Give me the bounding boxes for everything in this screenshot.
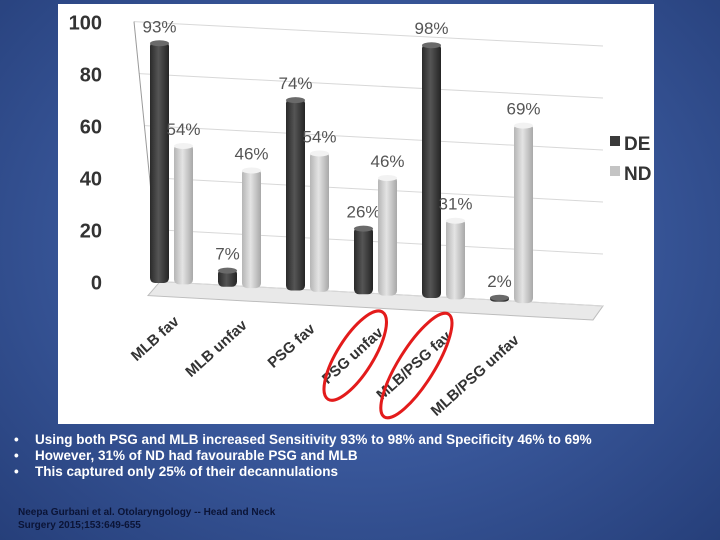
bar-nd: [446, 218, 465, 300]
citation-line: Surgery 2015;153:649-655: [18, 520, 141, 531]
highlight-circle: [379, 311, 454, 420]
bar-cap: [286, 97, 305, 104]
bullet-item: • Using both PSG and MLB increased Sensit…: [14, 432, 704, 448]
y-tick-label: 20: [80, 221, 102, 243]
bar-de: [150, 41, 169, 284]
data-label: 46%: [370, 152, 404, 171]
bar-nd: [514, 123, 533, 304]
bar-cap: [150, 40, 169, 47]
y-tick-label: 100: [69, 13, 102, 35]
bar-cap: [378, 175, 397, 181]
bar-cap: [242, 167, 261, 174]
data-label: 54%: [166, 120, 200, 139]
data-label: 54%: [302, 127, 336, 146]
data-label: 31%: [438, 195, 472, 214]
data-label: 46%: [234, 145, 268, 164]
y-tick-label: 80: [80, 65, 102, 87]
bar-cap: [514, 122, 533, 129]
gridline: [133, 21, 604, 47]
y-tick-label: 0: [91, 273, 102, 295]
bar-nd: [378, 176, 397, 296]
chart-floor: [146, 281, 604, 321]
bar-cap: [310, 150, 329, 157]
legend-swatch-de: [610, 136, 620, 146]
data-label: 7%: [215, 245, 240, 264]
bar-nd: [310, 151, 329, 292]
data-label: 2%: [487, 272, 512, 291]
bar-cap: [422, 42, 441, 49]
gridline: [144, 125, 604, 151]
bullet-dot: •: [14, 432, 19, 447]
bar-nd: [242, 168, 261, 289]
bar-nd: [174, 143, 193, 285]
data-label: 26%: [346, 203, 380, 222]
highlight-circle: [322, 309, 388, 402]
data-label: 69%: [506, 100, 540, 119]
bar-cap: [446, 217, 465, 224]
bar-cap: [218, 267, 237, 274]
bullet-dot: •: [14, 448, 19, 463]
bullet-text: This captured only 25% of their decannul…: [35, 464, 339, 479]
gridline: [139, 73, 604, 99]
data-label: 74%: [278, 74, 312, 93]
data-label: 93%: [142, 17, 176, 36]
bar-de: [422, 43, 441, 299]
bar-de: [354, 226, 373, 295]
x-category-label: PSG fav: [265, 320, 320, 372]
x-category-label: MLB fav: [128, 313, 183, 365]
legend-label: ND: [624, 164, 651, 185]
bar-cap: [174, 142, 193, 149]
bullet-text: Using both PSG and MLB increased Sensiti…: [35, 432, 592, 447]
legend-swatch-nd: [610, 166, 620, 176]
bullet-item: • However, 31% of ND had favourable PSG a…: [14, 448, 704, 464]
bullet-dot: •: [14, 464, 19, 479]
bullet-list: • Using both PSG and MLB increased Sensit…: [14, 432, 704, 480]
bar-cap: [354, 225, 373, 232]
y-tick-label: 40: [80, 169, 102, 191]
citation: Neepa Gurbani et al. Otolaryngology -- H…: [18, 506, 318, 532]
bar-chart: 100 80 60 40 20 0 93% 54% 7% 46% 74% 54% 26% 46% 98% 31…: [69, 13, 652, 420]
y-tick-label: 60: [80, 117, 102, 139]
bar-cap: [490, 294, 509, 301]
legend-label: DE: [624, 134, 650, 155]
bullet-text: However, 31% of ND had favourable PSG an…: [35, 448, 358, 463]
gridline: [149, 177, 604, 203]
bar-de: [286, 98, 305, 291]
chart-panel: 100 80 60 40 20 0 93% 54% 7% 46% 74% 54% 26% 46% 98% 31…: [58, 4, 654, 424]
x-category-label: MLB unfav: [182, 316, 251, 380]
citation-line: Neepa Gurbani et al. Otolaryngology -- H…: [18, 507, 276, 518]
data-label: 98%: [414, 19, 448, 38]
bullet-item: • This captured only 25% of their decannu…: [14, 464, 704, 480]
